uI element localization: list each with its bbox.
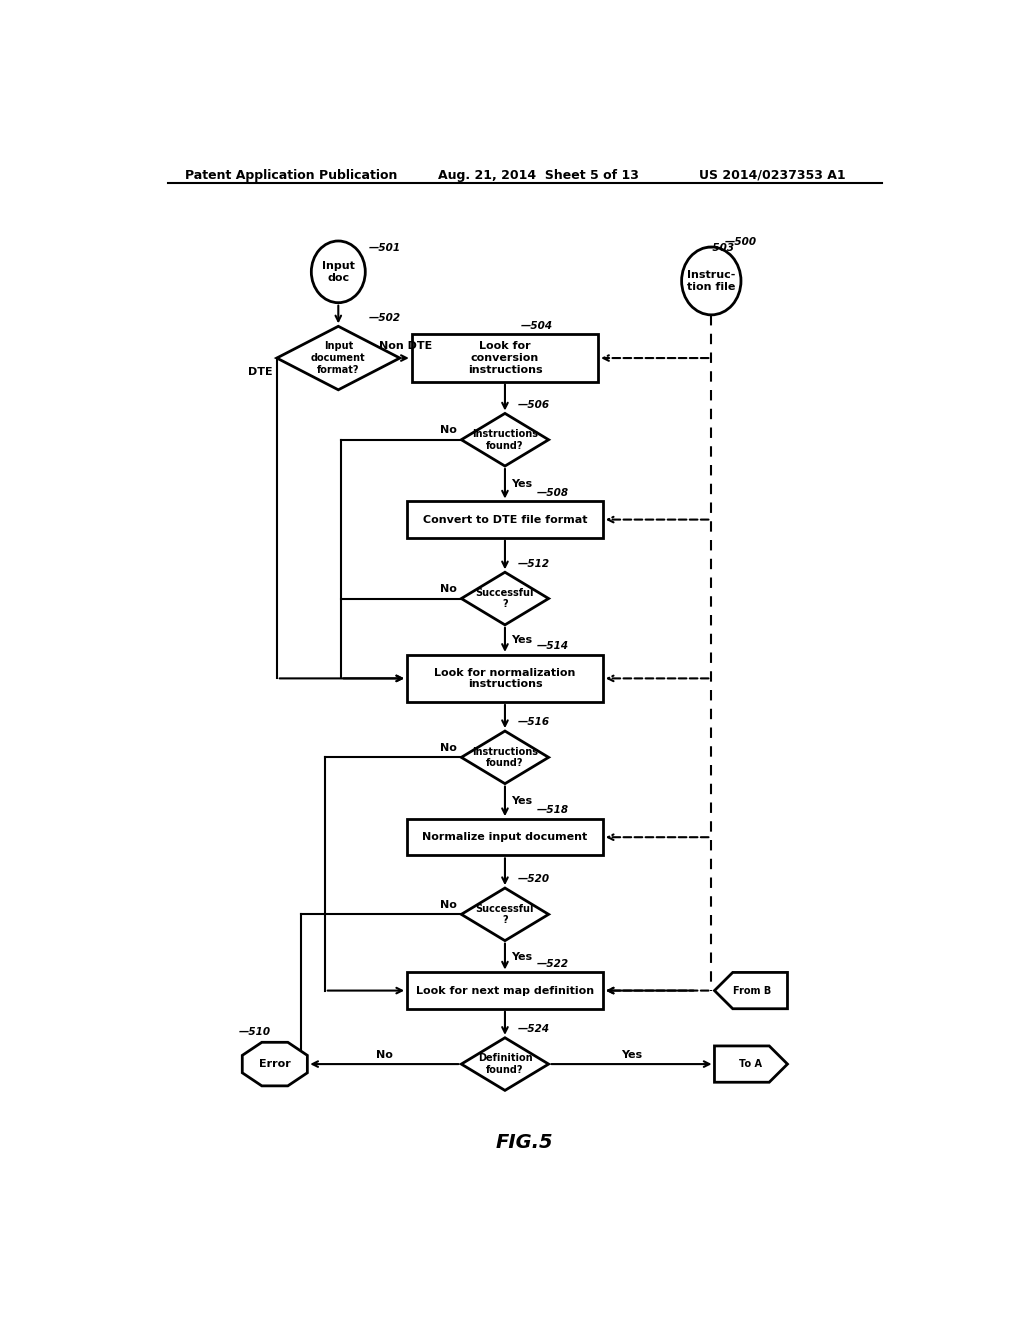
- Text: Input
document
format?: Input document format?: [311, 342, 366, 375]
- Text: Successful
?: Successful ?: [476, 904, 535, 925]
- Text: Patent Application Publication: Patent Application Publication: [185, 169, 397, 182]
- Text: DTE: DTE: [248, 367, 272, 378]
- Text: —501: —501: [369, 243, 400, 253]
- Bar: [412, 334, 598, 381]
- Text: No: No: [440, 583, 458, 594]
- Text: To A: To A: [738, 1059, 762, 1069]
- Polygon shape: [461, 1038, 549, 1090]
- Polygon shape: [243, 1043, 307, 1086]
- Text: No: No: [440, 900, 458, 909]
- Text: —506: —506: [518, 400, 550, 409]
- Text: Yes: Yes: [511, 479, 532, 488]
- Polygon shape: [715, 973, 787, 1008]
- Polygon shape: [461, 573, 549, 624]
- Text: Input
doc: Input doc: [322, 261, 354, 282]
- Text: No: No: [376, 1049, 393, 1060]
- Text: Instructions
found?: Instructions found?: [472, 429, 538, 450]
- Text: Non DTE: Non DTE: [379, 341, 432, 351]
- Bar: [408, 818, 603, 855]
- Polygon shape: [461, 731, 549, 784]
- Text: —516: —516: [518, 717, 550, 727]
- Text: —503: —503: [703, 243, 735, 253]
- Text: —502: —502: [369, 313, 401, 322]
- Text: —520: —520: [518, 874, 550, 884]
- Polygon shape: [276, 326, 399, 389]
- Text: From B: From B: [732, 986, 771, 995]
- Bar: [408, 502, 603, 537]
- Text: Instruc-
tion file: Instruc- tion file: [687, 271, 735, 292]
- Text: —512: —512: [518, 558, 550, 569]
- Text: —504: —504: [521, 321, 553, 331]
- Text: Yes: Yes: [621, 1049, 642, 1060]
- Text: Error: Error: [259, 1059, 291, 1069]
- Text: Yes: Yes: [511, 952, 532, 961]
- Text: —522: —522: [537, 958, 568, 969]
- Polygon shape: [715, 1045, 787, 1082]
- Text: —524: —524: [518, 1024, 550, 1034]
- Circle shape: [311, 242, 366, 302]
- Text: —510: —510: [239, 1027, 271, 1038]
- Text: Successful
?: Successful ?: [476, 587, 535, 610]
- Text: FIG.5: FIG.5: [496, 1133, 554, 1152]
- Bar: [408, 973, 603, 1008]
- Polygon shape: [461, 888, 549, 941]
- Bar: [408, 655, 603, 702]
- Text: —518: —518: [537, 805, 568, 816]
- Text: Normalize input document: Normalize input document: [422, 832, 588, 842]
- Circle shape: [682, 247, 741, 315]
- Text: Look for
conversion
instructions: Look for conversion instructions: [468, 342, 543, 375]
- Text: Convert to DTE file format: Convert to DTE file format: [423, 515, 587, 524]
- Text: Aug. 21, 2014  Sheet 5 of 13: Aug. 21, 2014 Sheet 5 of 13: [437, 169, 638, 182]
- Text: US 2014/0237353 A1: US 2014/0237353 A1: [699, 169, 846, 182]
- Text: No: No: [440, 425, 458, 436]
- Text: Definition
found?: Definition found?: [477, 1053, 532, 1074]
- Text: Look for normalization
instructions: Look for normalization instructions: [434, 668, 575, 689]
- Text: —514: —514: [537, 642, 568, 651]
- Text: Instructions
found?: Instructions found?: [472, 747, 538, 768]
- Text: Yes: Yes: [511, 635, 532, 645]
- Text: No: No: [440, 743, 458, 752]
- Text: Look for next map definition: Look for next map definition: [416, 986, 594, 995]
- Text: —508: —508: [537, 488, 568, 498]
- Polygon shape: [461, 413, 549, 466]
- Text: Yes: Yes: [511, 796, 532, 807]
- Text: —500: —500: [725, 238, 757, 247]
